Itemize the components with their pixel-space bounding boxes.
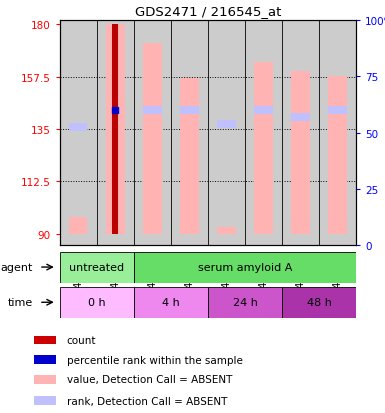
Bar [245,21,282,246]
Bar [134,287,208,318]
Text: 0 h: 0 h [88,297,105,308]
Text: count: count [67,335,96,345]
Bar [291,72,310,234]
Bar [60,21,97,246]
Bar [254,62,273,234]
Bar [106,25,124,234]
Text: untreated: untreated [69,262,124,273]
Bar [208,21,245,246]
Bar [60,287,134,318]
Bar [60,252,134,283]
Text: 48 h: 48 h [306,297,331,308]
Bar [208,287,282,318]
Bar [217,121,236,129]
Bar [291,114,310,122]
Bar [180,78,199,234]
Bar [34,375,56,384]
Text: time: time [8,297,33,308]
Bar [143,44,162,234]
Bar [180,107,199,115]
Bar [254,107,273,115]
Bar [328,107,347,115]
Bar [134,252,356,283]
Bar [97,21,134,246]
Bar [143,107,162,115]
Bar [319,21,356,246]
Text: serum amyloid A: serum amyloid A [198,262,292,273]
Title: GDS2471 / 216545_at: GDS2471 / 216545_at [135,5,281,18]
Text: rank, Detection Call = ABSENT: rank, Detection Call = ABSENT [67,396,227,406]
Text: 24 h: 24 h [233,297,258,308]
Bar [328,76,347,234]
Bar [34,396,56,405]
Bar [282,287,356,318]
Bar [34,336,56,344]
Text: percentile rank within the sample: percentile rank within the sample [67,355,243,365]
Text: 4 h: 4 h [162,297,180,308]
Bar [134,21,171,246]
Bar [112,25,118,234]
Bar [282,21,319,246]
Text: value, Detection Call = ABSENT: value, Detection Call = ABSENT [67,374,232,384]
Bar [217,227,236,234]
Bar [69,123,87,131]
Bar [69,218,87,234]
Bar [171,21,208,246]
Text: agent: agent [1,262,33,273]
Bar [34,355,56,364]
